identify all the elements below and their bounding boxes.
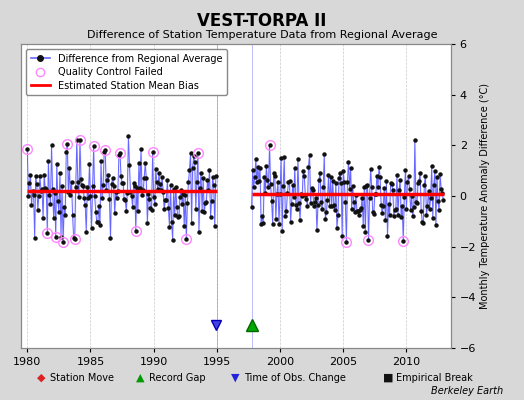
Text: Time of Obs. Change: Time of Obs. Change (244, 373, 345, 383)
Text: VEST-TORPA II: VEST-TORPA II (198, 12, 326, 30)
Text: ◆: ◆ (37, 373, 45, 383)
Y-axis label: Monthly Temperature Anomaly Difference (°C): Monthly Temperature Anomaly Difference (… (481, 83, 490, 309)
Text: Station Move: Station Move (50, 373, 114, 383)
Text: Record Gap: Record Gap (149, 373, 206, 383)
Legend: Difference from Regional Average, Quality Control Failed, Estimated Station Mean: Difference from Regional Average, Qualit… (26, 49, 227, 95)
Text: Difference of Station Temperature Data from Regional Average: Difference of Station Temperature Data f… (87, 30, 437, 40)
Text: Empirical Break: Empirical Break (396, 373, 472, 383)
Text: Berkeley Earth: Berkeley Earth (431, 386, 503, 396)
Text: ▼: ▼ (231, 373, 239, 383)
Text: ▲: ▲ (136, 373, 145, 383)
Text: ■: ■ (383, 373, 393, 383)
